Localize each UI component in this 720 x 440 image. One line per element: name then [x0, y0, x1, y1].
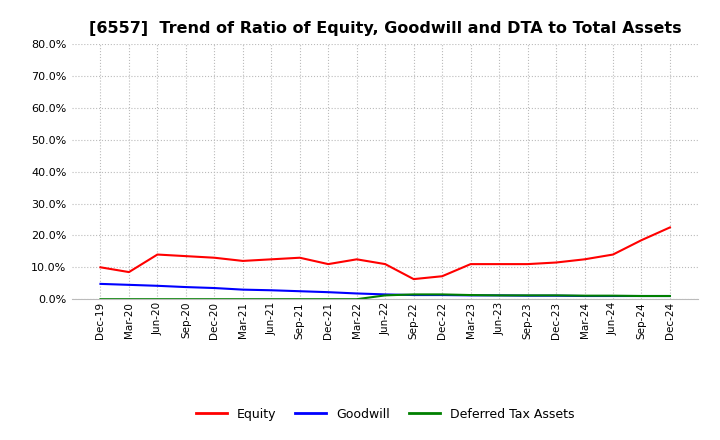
Equity [381, 261, 390, 267]
Equity [410, 276, 418, 282]
Equity [552, 260, 560, 265]
Deferred Tax Assets [267, 297, 276, 302]
Deferred Tax Assets [580, 293, 589, 298]
Equity [96, 265, 105, 270]
Goodwill [295, 289, 304, 294]
Goodwill [580, 293, 589, 299]
Equity [324, 261, 333, 267]
Equity [608, 252, 617, 257]
Goodwill [238, 287, 247, 292]
Deferred Tax Assets [125, 297, 133, 302]
Goodwill [665, 293, 674, 299]
Goodwill [324, 290, 333, 295]
Deferred Tax Assets [467, 293, 475, 298]
Goodwill [381, 292, 390, 297]
Equity [153, 252, 162, 257]
Deferred Tax Assets [637, 293, 646, 299]
Line: Equity: Equity [101, 227, 670, 279]
Deferred Tax Assets [295, 297, 304, 302]
Equity [295, 255, 304, 260]
Goodwill [523, 293, 532, 298]
Goodwill [210, 286, 219, 291]
Deferred Tax Assets [438, 292, 446, 297]
Deferred Tax Assets [523, 293, 532, 298]
Goodwill [467, 293, 475, 298]
Goodwill [637, 293, 646, 299]
Goodwill [125, 282, 133, 287]
Equity [438, 274, 446, 279]
Equity [467, 261, 475, 267]
Goodwill [96, 281, 105, 286]
Equity [665, 225, 674, 230]
Equity [523, 261, 532, 267]
Line: Deferred Tax Assets: Deferred Tax Assets [101, 294, 670, 299]
Legend: Equity, Goodwill, Deferred Tax Assets: Equity, Goodwill, Deferred Tax Assets [191, 403, 580, 425]
Equity [125, 269, 133, 275]
Deferred Tax Assets [352, 297, 361, 302]
Deferred Tax Assets [552, 293, 560, 298]
Equity [495, 261, 503, 267]
Deferred Tax Assets [96, 297, 105, 302]
Line: Goodwill: Goodwill [101, 284, 670, 296]
Deferred Tax Assets [665, 293, 674, 299]
Goodwill [410, 293, 418, 298]
Goodwill [267, 288, 276, 293]
Deferred Tax Assets [608, 293, 617, 298]
Goodwill [495, 293, 503, 298]
Equity [352, 257, 361, 262]
Equity [238, 258, 247, 264]
Equity [181, 253, 190, 259]
Deferred Tax Assets [381, 293, 390, 298]
Equity [267, 257, 276, 262]
Goodwill [438, 293, 446, 298]
Deferred Tax Assets [238, 297, 247, 302]
Deferred Tax Assets [324, 297, 333, 302]
Equity [637, 238, 646, 243]
Goodwill [181, 284, 190, 290]
Deferred Tax Assets [210, 297, 219, 302]
Deferred Tax Assets [153, 297, 162, 302]
Equity [580, 257, 589, 262]
Goodwill [352, 291, 361, 296]
Deferred Tax Assets [410, 292, 418, 297]
Deferred Tax Assets [181, 297, 190, 302]
Deferred Tax Assets [495, 293, 503, 298]
Equity [210, 255, 219, 260]
Goodwill [552, 293, 560, 298]
Title: [6557]  Trend of Ratio of Equity, Goodwill and DTA to Total Assets: [6557] Trend of Ratio of Equity, Goodwil… [89, 21, 682, 36]
Goodwill [608, 293, 617, 299]
Goodwill [153, 283, 162, 289]
